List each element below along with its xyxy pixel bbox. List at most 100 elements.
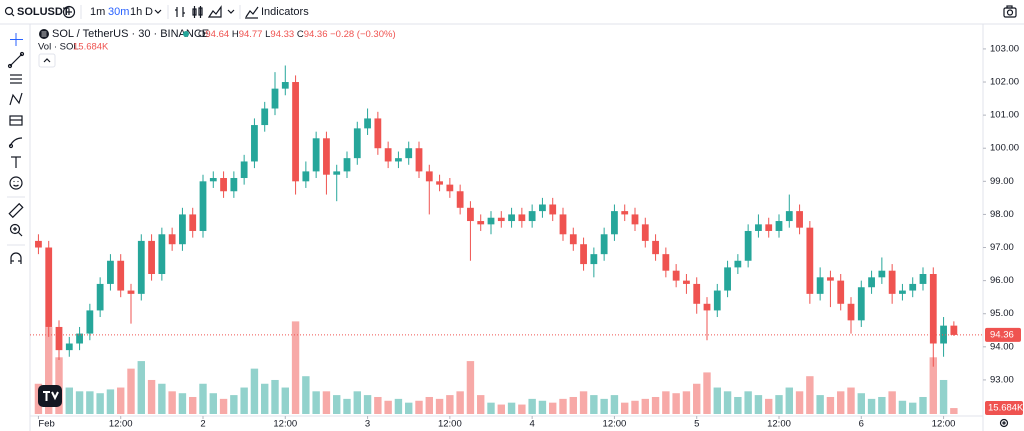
volume-bar — [693, 383, 701, 414]
x-tick-label: 2 — [200, 419, 205, 430]
candle-body — [785, 211, 793, 222]
icon-tool[interactable] — [9, 176, 23, 190]
volume-bar — [86, 391, 94, 414]
candle-body — [395, 158, 402, 162]
interval[interactable]: D — [145, 6, 153, 18]
volume-bar — [898, 400, 907, 414]
volume-bar — [621, 402, 629, 414]
pattern-tool[interactable] — [9, 92, 23, 106]
y-tick-label: 95.00 — [990, 308, 1014, 319]
volume-bar — [456, 391, 464, 414]
snapshot-icon[interactable] — [1003, 5, 1017, 18]
crosshair-tool[interactable] — [10, 33, 23, 46]
candle-body — [158, 234, 166, 275]
volume-bar — [96, 393, 104, 414]
candle-body — [528, 211, 536, 222]
ruler-tool[interactable] — [8, 202, 24, 219]
x-tick-label: Feb — [38, 419, 54, 430]
volume-bar — [281, 387, 289, 414]
candle-body — [65, 343, 73, 351]
candle-body — [240, 161, 248, 179]
text-tool[interactable] — [11, 156, 21, 168]
candle-body — [580, 244, 587, 265]
volume-bar — [610, 395, 619, 414]
x-tick-label: 12:00 — [767, 419, 791, 430]
volume-bar — [528, 398, 536, 414]
volume-bar — [590, 395, 598, 414]
bar-style-icon[interactable] — [175, 7, 185, 17]
area-style-icon[interactable] — [207, 5, 222, 18]
volume-bar — [230, 395, 238, 414]
interval[interactable]: 1m — [90, 6, 105, 18]
candle-body — [230, 178, 238, 192]
fib-tool[interactable] — [10, 74, 22, 84]
candle-body — [168, 234, 176, 245]
volume-bar — [333, 395, 341, 414]
trend-line-tool[interactable] — [7, 51, 25, 69]
indicators-icon[interactable] — [245, 6, 259, 19]
volume-bar — [209, 393, 217, 414]
market-status — [183, 31, 189, 37]
collapse-legend[interactable] — [38, 53, 56, 68]
volume-bar — [353, 391, 361, 414]
volume-bar — [106, 389, 115, 414]
volume-bar — [754, 395, 763, 414]
compare-button[interactable] — [62, 5, 76, 19]
interval-menu[interactable] — [154, 9, 162, 14]
indicators-button[interactable]: Indicators — [261, 6, 309, 18]
volume-bar — [117, 387, 125, 414]
candle-body — [857, 287, 865, 321]
x-tick-label: 4 — [529, 419, 534, 430]
candle-body — [497, 217, 505, 222]
volume-bar — [363, 395, 372, 414]
search-icon[interactable] — [4, 6, 15, 17]
volume-bar — [682, 391, 691, 414]
candle-body — [281, 82, 289, 89]
interval[interactable]: 1h — [130, 6, 142, 18]
zoom-tool[interactable] — [9, 223, 23, 237]
volume-bar — [569, 396, 577, 414]
candle-body — [251, 125, 258, 162]
candle-body — [302, 171, 310, 182]
candle-body — [549, 204, 557, 215]
candle-body — [929, 274, 937, 344]
candle-body — [765, 224, 773, 231]
volume-bar — [219, 398, 228, 414]
projection-tool[interactable] — [9, 115, 23, 126]
candle-body — [662, 254, 670, 271]
candle-body — [508, 214, 515, 222]
volume-bar — [394, 398, 403, 414]
candle-style-icon[interactable] — [192, 6, 203, 18]
candle-body — [590, 254, 598, 265]
volume-bar — [374, 396, 382, 414]
volume-bar — [775, 395, 783, 414]
volume-bar — [538, 400, 547, 414]
x-tick-label: 12:00 — [603, 419, 627, 430]
ohlc-label: C — [297, 29, 304, 40]
volume-bar — [672, 393, 680, 414]
magnet-tool[interactable] — [10, 252, 22, 264]
volume-bar — [302, 376, 310, 414]
style-menu[interactable] — [227, 9, 235, 14]
brush-tool[interactable] — [8, 137, 23, 149]
candle-body — [199, 181, 207, 231]
volume-bar — [939, 379, 948, 414]
candle-body — [621, 211, 629, 215]
settings-icon[interactable] — [999, 418, 1009, 428]
interval-active[interactable]: 30m — [108, 6, 129, 18]
volume-bar — [723, 391, 732, 414]
last-price-badge — [985, 327, 1021, 342]
volume-bar — [857, 393, 865, 414]
last-volume-label: 15.684K — [988, 403, 1024, 414]
volume-bar — [826, 396, 835, 414]
volume-bar — [312, 391, 320, 414]
volume-bar — [199, 383, 207, 414]
candle-body — [117, 260, 125, 291]
candle-body — [86, 310, 94, 334]
volume-bar — [744, 391, 752, 414]
candle-body — [35, 240, 42, 248]
ohlc-label: O — [198, 29, 205, 40]
candle-body — [220, 178, 227, 192]
symbol[interactable]: SOLUSDT — [17, 6, 70, 18]
